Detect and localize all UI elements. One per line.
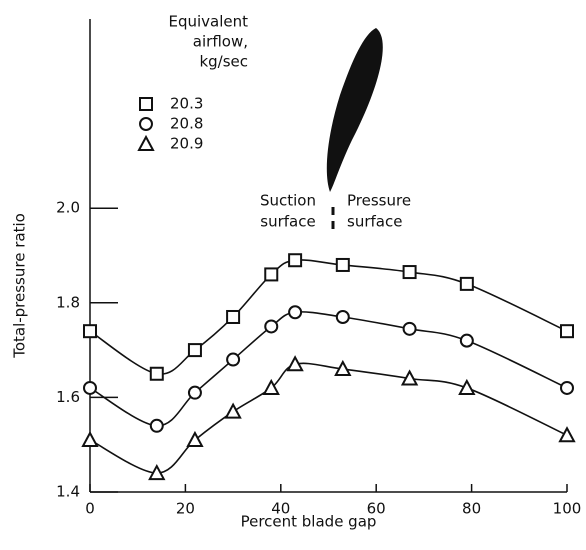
marker — [226, 309, 241, 324]
annotation: Suction — [260, 192, 316, 210]
y-axis-label: Total-pressure ratio — [11, 213, 29, 359]
marker — [264, 319, 279, 334]
marker — [402, 321, 417, 336]
legend-label: 20.9 — [170, 135, 203, 153]
series-line — [89, 362, 568, 474]
marker — [560, 380, 574, 395]
marker — [149, 418, 164, 433]
legend-marker — [139, 117, 153, 131]
marker — [286, 355, 304, 372]
marker — [402, 265, 417, 280]
marker — [335, 257, 350, 272]
legend-marker — [139, 97, 153, 111]
marker — [459, 333, 474, 348]
marker — [334, 359, 352, 377]
annotation: Pressure — [347, 192, 411, 210]
series-line — [89, 311, 568, 427]
marker — [335, 309, 350, 324]
x-tick-label: 80 — [462, 500, 481, 518]
series-line — [89, 259, 568, 375]
marker — [262, 378, 280, 395]
marker — [558, 426, 576, 443]
legend-label: 20.3 — [170, 95, 203, 113]
marker — [288, 305, 303, 320]
legend-title: kg/sec — [199, 53, 248, 71]
y-tick-label: 1.6 — [56, 388, 80, 406]
airfoil — [326, 28, 383, 192]
x-tick-label: 40 — [271, 500, 290, 518]
x-tick-label: 20 — [176, 500, 195, 518]
marker — [458, 378, 476, 395]
legend-title: Equivalent — [168, 13, 248, 31]
y-tick-label: 1.8 — [56, 293, 80, 311]
x-tick-label: 0 — [85, 500, 95, 518]
marker — [187, 343, 202, 358]
marker — [400, 369, 419, 386]
x-axis-label: Percent blade gap — [241, 513, 377, 531]
legend-marker — [137, 134, 155, 151]
marker — [187, 385, 202, 400]
marker — [149, 366, 164, 381]
marker — [224, 402, 242, 419]
annotation: surface — [347, 213, 402, 231]
marker — [81, 430, 99, 447]
legend-title: airflow, — [193, 33, 248, 51]
marker — [459, 276, 474, 291]
x-tick-label: 60 — [367, 500, 386, 518]
marker — [288, 253, 303, 268]
y-tick-label: 2.0 — [56, 199, 80, 217]
marker — [264, 267, 279, 282]
marker — [186, 430, 204, 447]
legend-label: 20.8 — [170, 115, 203, 133]
y-tick-label: 1.4 — [56, 483, 80, 501]
marker — [560, 324, 574, 339]
marker — [83, 380, 97, 395]
marker — [148, 463, 166, 481]
marker — [226, 352, 241, 367]
x-tick-label: 100 — [553, 500, 582, 518]
annotation: surface — [260, 213, 315, 231]
marker — [83, 324, 97, 339]
